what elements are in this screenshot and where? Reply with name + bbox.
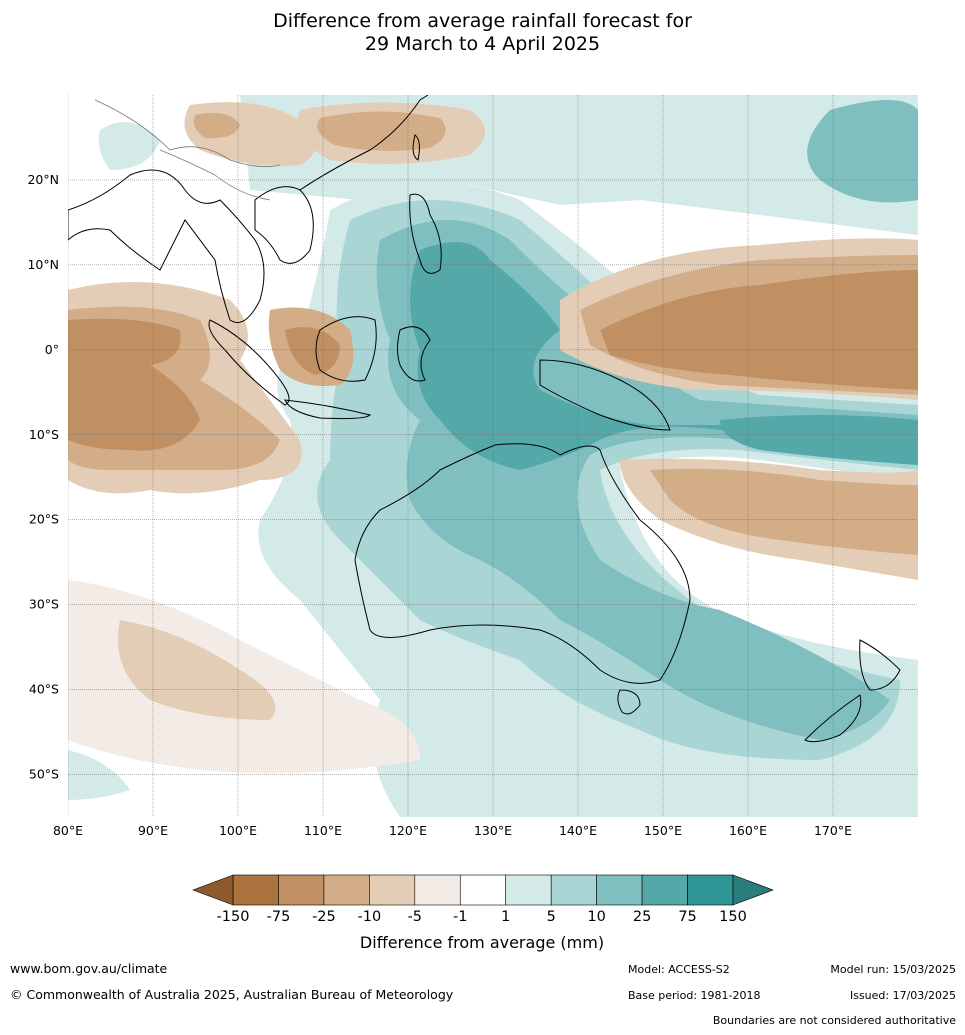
longitude-label: 140°E (559, 823, 597, 838)
colorbar-high-extend (732, 874, 774, 906)
longitude-label: 110°E (304, 823, 342, 838)
colorbar-tick-label: -150 (217, 909, 250, 925)
colorbar-tick-label: -1 (453, 909, 467, 925)
colorbar-swatch (323, 874, 370, 906)
website-link[interactable]: www.bom.gov.au/climate (10, 961, 168, 976)
longitude-label: 120°E (389, 823, 427, 838)
latitude-label: 10°S (29, 427, 59, 442)
colorbar-tick-label: -75 (267, 909, 291, 925)
colorbar-swatch (414, 874, 461, 906)
latitude-label: 50°S (29, 767, 59, 782)
latitude-label: 20°S (29, 512, 59, 527)
map-title: Difference from average rainfall forecas… (0, 10, 965, 56)
latitude-label: 20°N (27, 172, 59, 187)
rainfall-anomaly-map (68, 95, 918, 817)
colorbar-tick-label: 5 (547, 909, 556, 925)
latitude-label: 10°N (27, 257, 59, 272)
title-line-2: 29 March to 4 April 2025 (364, 33, 601, 55)
longitude-label: 130°E (474, 823, 512, 838)
colorbar-swatch (641, 874, 688, 906)
colorbar-tick-label: 1 (501, 909, 510, 925)
colorbar-tick-label: 75 (678, 909, 696, 925)
colorbar-tick-label: -10 (358, 909, 382, 925)
colorbar-tick-label: 150 (719, 909, 747, 925)
graticule (68, 95, 918, 817)
colorbar-swatch (596, 874, 643, 906)
issued-date: Issued: 17/03/2025 (849, 989, 956, 1002)
colorbar: -150 -75 -25 -10 -5 -1 1 5 10 25 75 150 (192, 874, 774, 925)
colorbar-tick-label: -5 (408, 909, 422, 925)
colorbar-low-extend (192, 874, 234, 906)
latitude-labels: 20°N 10°N 0° 10°S 20°S 30°S 40°S 50°S (27, 172, 59, 782)
longitude-label: 170°E (814, 823, 852, 838)
longitude-label: 80°E (53, 823, 83, 838)
longitude-label: 160°E (729, 823, 767, 838)
latitude-label: 40°S (29, 682, 59, 697)
colorbar-swatch (550, 874, 597, 906)
copyright-text: © Commonwealth of Australia 2025, Austra… (10, 987, 454, 1002)
latitude-label: 0° (45, 342, 59, 357)
longitude-label: 100°E (219, 823, 257, 838)
colorbar-label: Difference from average (mm) (360, 933, 604, 952)
boundaries-disclaimer: Boundaries are not considered authoritat… (712, 1014, 956, 1027)
colorbar-swatch (505, 874, 552, 906)
colorbar-tick-label: 10 (587, 909, 605, 925)
colorbar-swatch (232, 874, 279, 906)
colorbar-swatch (369, 874, 416, 906)
base-period: Base period: 1981-2018 (628, 989, 761, 1002)
longitude-label: 150°E (644, 823, 682, 838)
latitude-label: 30°S (29, 597, 59, 612)
colorbar-tick-label: 25 (633, 909, 651, 925)
colorbar-swatch (278, 874, 325, 906)
title-line-1: Difference from average rainfall forecas… (273, 10, 692, 32)
longitude-labels: 80°E 90°E 100°E 110°E 120°E 130°E 140°E 150°E 16… (53, 823, 852, 838)
model-name: Model: ACCESS-S2 (628, 963, 730, 976)
colorbar-swatch (687, 874, 734, 906)
model-run-date: Model run: 15/03/2025 (830, 963, 956, 976)
colorbar-swatch (459, 874, 507, 906)
longitude-label: 90°E (138, 823, 168, 838)
colorbar-tick-label: -25 (312, 909, 336, 925)
